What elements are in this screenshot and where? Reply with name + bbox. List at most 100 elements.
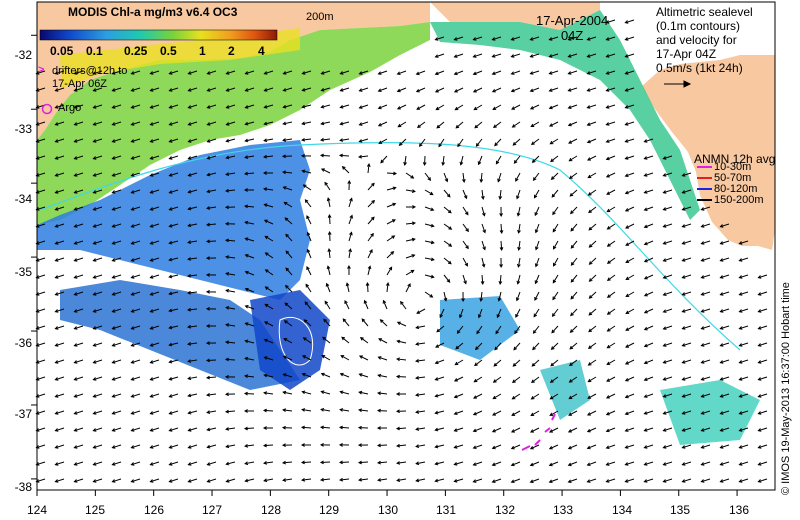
- velocity-vector: [549, 53, 559, 58]
- velocity-vector: [245, 104, 255, 109]
- velocity-vector: [587, 444, 597, 449]
- velocity-vector-head: [395, 392, 400, 396]
- velocity-vector: [473, 427, 483, 432]
- velocity-vector-head: [643, 241, 648, 246]
- velocity-vector-head: [358, 139, 363, 143]
- velocity-vector-head: [149, 122, 154, 126]
- longitude-tick-label: 136: [728, 503, 750, 517]
- velocity-vector-head: [624, 122, 629, 126]
- velocity-vector: [481, 189, 484, 199]
- velocity-vector: [55, 359, 65, 364]
- velocity-vector: [607, 325, 616, 332]
- velocity-vector: [589, 257, 597, 265]
- velocity-vector: [364, 300, 369, 310]
- velocity-vector-head: [569, 345, 574, 350]
- velocity-vector: [264, 104, 274, 108]
- velocity-vector-head: [625, 293, 630, 298]
- velocity-vector: [386, 283, 389, 293]
- velocity-vector: [550, 376, 559, 383]
- velocity-vector-head: [512, 363, 517, 367]
- velocity-vector-head: [111, 394, 116, 398]
- velocity-vector-head: [224, 374, 229, 379]
- velocity-vector-head: [393, 171, 398, 176]
- velocity-vector: [512, 121, 521, 128]
- velocity-vector-head: [358, 373, 363, 377]
- velocity-vector: [226, 172, 236, 176]
- longitude-tick-label: 127: [201, 503, 223, 517]
- velocity-vector-head: [535, 246, 539, 251]
- velocity-vector: [386, 251, 394, 259]
- velocity-vector: [663, 172, 673, 177]
- velocity-vector-head: [377, 356, 382, 360]
- velocity-vector-head: [570, 278, 575, 283]
- velocity-vector: [701, 342, 711, 347]
- velocity-vector-head: [480, 281, 485, 286]
- velocity-vector: [131, 155, 141, 160]
- velocity-vector: [739, 461, 749, 466]
- velocity-vector-head: [453, 462, 458, 466]
- velocity-vector: [321, 478, 331, 481]
- velocity-vector: [568, 36, 578, 41]
- velocity-vector-head: [130, 343, 135, 347]
- velocity-vector: [169, 206, 179, 211]
- velocity-vector: [150, 70, 160, 75]
- velocity-vector: [322, 337, 331, 344]
- velocity-vector-head: [434, 478, 439, 483]
- velocity-vector-head: [416, 124, 421, 129]
- velocity-vector: [517, 257, 521, 267]
- velocity-vector-head: [244, 171, 248, 176]
- velocity-vector: [36, 427, 46, 432]
- velocity-vector: [169, 240, 179, 244]
- velocity-vector: [492, 461, 502, 466]
- velocity-vector-head: [662, 190, 667, 194]
- velocity-vector-head: [549, 123, 553, 127]
- velocity-vector: [169, 189, 179, 194]
- velocity-vector: [359, 155, 369, 158]
- velocity-vector-head: [339, 390, 344, 395]
- velocity-vector: [169, 257, 179, 261]
- velocity-vector: [112, 155, 122, 160]
- velocity-vector: [367, 266, 371, 276]
- velocity-vector-head: [479, 297, 484, 302]
- longitude-tick-label: 131: [435, 503, 457, 517]
- velocity-vector-head: [35, 377, 40, 381]
- velocity-vector-head: [149, 105, 154, 109]
- velocity-vector-head: [149, 445, 154, 449]
- velocity-vector-head: [605, 174, 610, 178]
- velocity-vector: [405, 222, 415, 225]
- velocity-vector: [226, 289, 236, 293]
- latitude-tick-label: -34: [14, 192, 32, 206]
- velocity-vector-head: [224, 205, 229, 210]
- velocity-vector: [625, 410, 635, 415]
- velocity-vector: [188, 410, 198, 414]
- velocity-vector-head: [306, 266, 310, 270]
- velocity-vector-head: [244, 254, 249, 258]
- velocity-vector-head: [586, 412, 591, 416]
- velocity-vector-head: [111, 275, 116, 279]
- colorbar-title: MODIS Chl-a mg/m3 v6.4 OC3: [68, 5, 238, 19]
- velocity-vector: [112, 478, 122, 483]
- velocity-vector-head: [327, 230, 332, 235]
- velocity-vector: [535, 257, 540, 267]
- velocity-vector: [720, 393, 730, 398]
- velocity-vector-head: [322, 336, 326, 341]
- velocity-vector: [36, 478, 46, 483]
- velocity-vector-head: [262, 408, 267, 413]
- velocity-vector-head: [430, 274, 435, 279]
- velocity-vector: [758, 308, 768, 313]
- velocity-vector: [328, 214, 331, 225]
- date-label: 17-Apr-2004 04Z: [536, 13, 608, 43]
- velocity-vector: [569, 359, 578, 366]
- velocity-vector-head: [510, 429, 515, 433]
- velocity-vector-head: [588, 278, 593, 282]
- velocity-vector-head: [263, 356, 268, 360]
- velocity-vector: [321, 408, 331, 412]
- velocity-vector-head: [396, 443, 401, 448]
- velocity-vector: [553, 240, 559, 250]
- velocity-vector-head: [453, 479, 458, 483]
- velocity-vector-head: [605, 395, 610, 399]
- velocity-vector-head: [168, 173, 173, 177]
- velocity-vector: [150, 189, 160, 194]
- velocity-vector-head: [388, 266, 393, 271]
- velocity-vector: [55, 274, 65, 279]
